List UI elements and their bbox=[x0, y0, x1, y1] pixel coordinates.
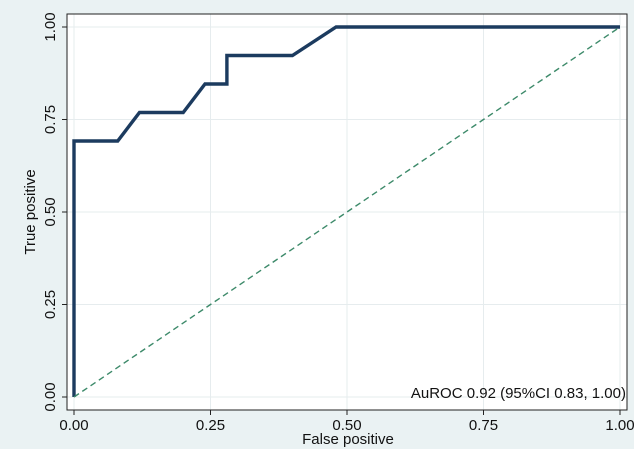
y-tick-label: 0.00 bbox=[42, 382, 59, 411]
y-tick-label: 0.75 bbox=[42, 105, 59, 134]
y-tick-label: 0.25 bbox=[42, 290, 59, 319]
y-ticks: 0.00 0.25 0.50 0.75 1.00 bbox=[42, 12, 67, 412]
x-axis-title: False positive bbox=[302, 431, 394, 448]
data-series bbox=[72, 25, 621, 398]
y-axis-title: True positive bbox=[22, 169, 39, 254]
x-tick-label: 0.50 bbox=[332, 417, 361, 434]
y-tick-label: 0.50 bbox=[42, 197, 59, 226]
x-tick-label: 1.00 bbox=[605, 417, 634, 434]
x-tick-label: 0.25 bbox=[196, 417, 225, 434]
x-tick-label: 0.75 bbox=[469, 417, 498, 434]
auroc-annotation: AuROC 0.92 (95%CI 0.83, 1.00) bbox=[411, 385, 626, 402]
y-tick-label: 1.00 bbox=[42, 12, 59, 41]
roc-curve-line bbox=[72, 25, 620, 397]
x-tick-label: 0.00 bbox=[59, 417, 88, 434]
x-ticks: 0.00 0.25 0.50 0.75 1.00 bbox=[59, 410, 634, 434]
grid-lines bbox=[67, 14, 627, 410]
